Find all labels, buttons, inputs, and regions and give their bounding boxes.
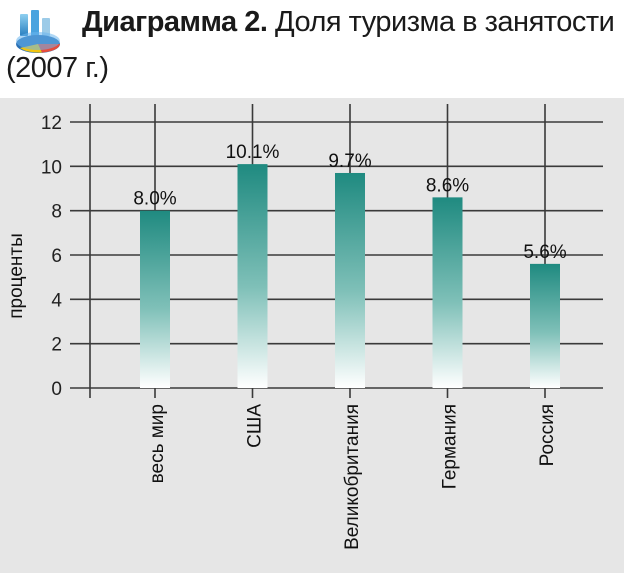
chart-subtitle-year: (2007 г.) <box>6 52 109 84</box>
bar-1 <box>237 164 268 388</box>
chart-title-rest: Доля туризма в занятости <box>275 6 615 38</box>
chart-title: Диаграмма 2. Доля туризма в занятости <box>82 6 615 39</box>
category-label-1: США <box>245 404 266 448</box>
y-tick-label-12: 12 <box>41 113 62 134</box>
value-label-1: 10.1% <box>226 142 280 163</box>
y-tick-label-4: 4 <box>51 290 62 311</box>
value-label-4: 5.6% <box>523 242 566 263</box>
pie-chart-logo-icon <box>16 10 60 53</box>
value-label-2: 9.7% <box>328 151 371 172</box>
bar-0 <box>140 210 170 388</box>
category-label-0: весь мир <box>147 404 168 483</box>
y-tick-label-2: 2 <box>51 335 62 356</box>
bar-3 <box>432 197 463 388</box>
y-axis-title: проценты <box>6 233 27 319</box>
category-label-3: Германия <box>440 404 461 489</box>
category-label-2: Великобритания <box>342 404 363 550</box>
chart-title-bold: Диаграмма 2. <box>82 6 268 38</box>
y-tick-label-10: 10 <box>41 157 62 178</box>
y-tick-label-6: 6 <box>51 246 62 267</box>
y-tick-label-0: 0 <box>51 379 62 400</box>
y-tick-label-8: 8 <box>51 202 62 223</box>
bar-chart: 0 2 4 6 8 10 12 8.0% весь мир 10.1% США 9.7% Великоб… <box>6 104 603 550</box>
bar-4 <box>530 263 560 388</box>
chart-header: Диаграмма 2. Доля туризма в занятости (2… <box>0 0 624 90</box>
value-label-3: 8.6% <box>426 175 469 196</box>
plot-panel: 0 2 4 6 8 10 12 8.0% весь мир 10.1% США 9.7% Великоб… <box>0 98 624 573</box>
bar-2 <box>335 172 365 388</box>
category-label-4: Россия <box>537 404 558 466</box>
value-label-0: 8.0% <box>133 189 176 210</box>
